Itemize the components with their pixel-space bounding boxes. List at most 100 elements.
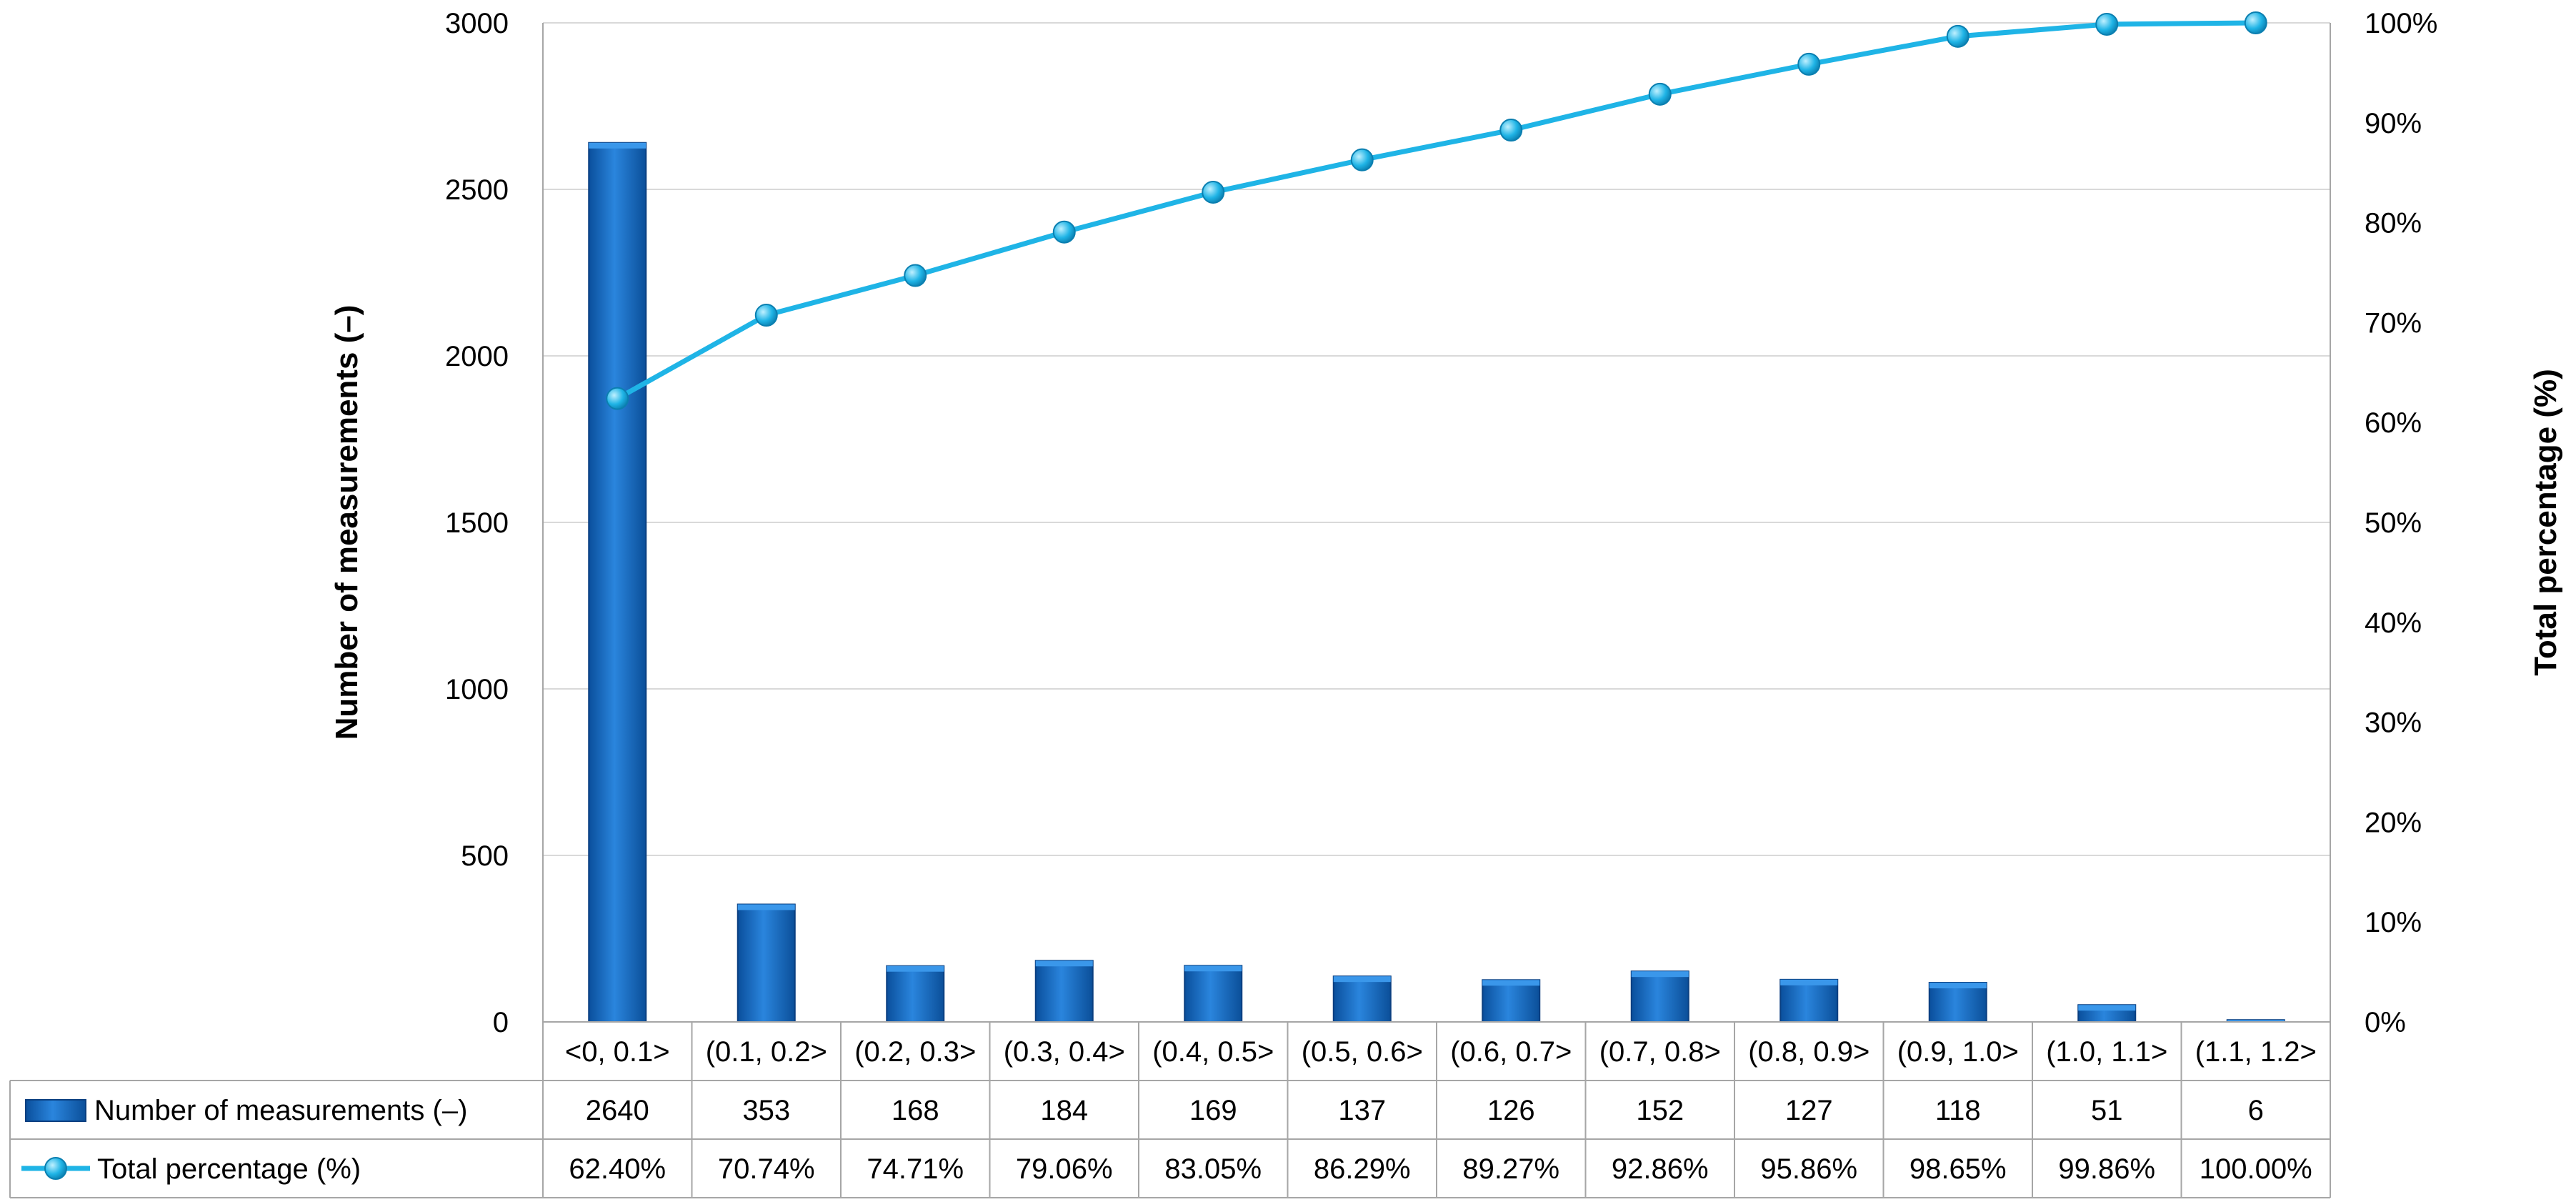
right-axis-tick-label: 90% xyxy=(2365,108,2422,139)
bar-top-cap xyxy=(1482,980,1540,986)
category-label: (0.9, 1.0> xyxy=(1897,1036,2019,1068)
right-axis-tick-label: 70% xyxy=(2365,307,2422,339)
percentage-value-cell: 100.00% xyxy=(2200,1153,2312,1185)
line-point xyxy=(2244,11,2267,34)
bar-top-cap xyxy=(1631,971,1689,978)
cumulative-line xyxy=(616,20,2256,401)
percentage-value-cell: 74.71% xyxy=(867,1153,964,1185)
percentage-value-cell: 89.27% xyxy=(1462,1153,1559,1185)
category-label: (0.4, 0.5> xyxy=(1152,1036,1274,1068)
percentage-value-cell: 95.86% xyxy=(1760,1153,1857,1185)
percentage-value-cell: 79.06% xyxy=(1016,1153,1113,1185)
right-axis-tick-label: 60% xyxy=(2365,407,2422,439)
legend-bar-series-name: Number of measurements (–) xyxy=(94,1095,467,1126)
bar-value-cell: 2640 xyxy=(586,1095,649,1126)
left-axis-tick-label: 3000 xyxy=(445,8,509,39)
bar xyxy=(1332,975,1392,1023)
right-axis-tick-label: 50% xyxy=(2365,507,2422,539)
bar-value-cell: 168 xyxy=(892,1095,939,1126)
bar-value-cell: 353 xyxy=(742,1095,790,1126)
percentage-value-cell: 70.74% xyxy=(718,1153,815,1185)
line-point xyxy=(1202,180,1225,204)
left-axis-tick-label: 0 xyxy=(493,1007,509,1038)
line-point xyxy=(1499,119,1523,142)
percentage-value-cell: 86.29% xyxy=(1314,1153,1411,1185)
left-axis-title: Number of measurements (–) xyxy=(329,305,364,740)
legend-line-marker xyxy=(44,1157,67,1180)
gridlines xyxy=(543,189,2330,856)
percentage-value-cell: 98.65% xyxy=(1909,1153,2007,1185)
legend-bar-swatch xyxy=(25,1099,86,1122)
right-axis-tick-label: 30% xyxy=(2365,707,2422,739)
line-point xyxy=(2095,12,2119,36)
line-series xyxy=(606,11,2267,410)
bar xyxy=(1482,979,1541,1023)
bar-top-cap xyxy=(589,142,647,149)
bar xyxy=(1630,970,1689,1023)
category-label: (0.6, 0.7> xyxy=(1450,1036,1572,1068)
bar-value-cell: 51 xyxy=(2091,1095,2123,1126)
bar-value-cell: 6 xyxy=(2248,1095,2264,1126)
right-axis-tick-label: 0% xyxy=(2365,1007,2406,1038)
bar-top-cap xyxy=(1035,960,1093,967)
line-point xyxy=(1797,52,1821,76)
line-point xyxy=(1052,220,1076,244)
bar-top-cap xyxy=(1929,983,1987,989)
data-table: <0, 0.1> (0.1, 0.2> (0.2, 0.3> (0.3, 0.4> (0… xyxy=(9,1021,2331,1198)
bar-top-cap xyxy=(2078,1005,2136,1011)
bar-value-cell: 152 xyxy=(1636,1095,1684,1126)
bar-top-cap xyxy=(1333,976,1391,983)
line-point xyxy=(1350,148,1374,172)
left-axis-tick-label: 500 xyxy=(461,840,509,872)
line-point xyxy=(1648,82,1672,106)
category-label: (0.8, 0.9> xyxy=(1748,1036,1869,1068)
right-axis-tick-label: 20% xyxy=(2365,807,2422,838)
left-axis-ticks: 0 500 1000 1500 2000 2500 3000 xyxy=(445,8,509,1038)
bar xyxy=(886,965,945,1023)
bar-top-cap xyxy=(2227,1020,2285,1022)
category-label: (0.2, 0.3> xyxy=(854,1036,976,1068)
left-axis-tick-label: 2000 xyxy=(445,341,509,372)
right-axis-tick-label: 10% xyxy=(2365,907,2422,938)
bar xyxy=(588,141,647,1023)
percentage-value-cell: 83.05% xyxy=(1164,1153,1262,1185)
left-axis-tick-label: 2500 xyxy=(445,174,509,206)
bar-top-cap xyxy=(1780,979,1838,985)
line-point xyxy=(606,387,629,410)
line-point xyxy=(1946,24,1970,48)
category-label: <0, 0.1> xyxy=(565,1036,670,1068)
percentage-value-cell: 62.40% xyxy=(569,1153,666,1185)
bar-value-cell: 127 xyxy=(1785,1095,1833,1126)
category-label: (0.7, 0.8> xyxy=(1599,1036,1721,1068)
bar-value-cell: 169 xyxy=(1189,1095,1237,1126)
bar-value-cell: 184 xyxy=(1040,1095,1088,1126)
legend-line-series-name: Total percentage (%) xyxy=(97,1153,361,1185)
bar-value-cell: 126 xyxy=(1487,1095,1535,1126)
category-label: (0.3, 0.4> xyxy=(1004,1036,1125,1068)
percentage-value-cell: 99.86% xyxy=(2058,1153,2155,1185)
bar xyxy=(1034,960,1094,1023)
bar-series xyxy=(588,141,2285,1023)
bar xyxy=(737,903,796,1023)
right-axis-title: Total percentage (%) xyxy=(2528,369,2563,675)
category-label: (0.5, 0.6> xyxy=(1302,1036,1423,1068)
category-label: (1.0, 1.1> xyxy=(2046,1036,2167,1068)
bar xyxy=(1928,982,1987,1023)
percentage-value-cell: 92.86% xyxy=(1612,1153,1709,1185)
left-axis-tick-label: 1500 xyxy=(445,507,509,539)
bar-value-cell: 118 xyxy=(1935,1095,1981,1126)
line-point xyxy=(754,304,778,327)
bar xyxy=(1184,965,1243,1023)
category-label: (1.1, 1.2> xyxy=(2195,1036,2317,1068)
right-axis-tick-label: 40% xyxy=(2365,607,2422,639)
left-axis-tick-label: 1000 xyxy=(445,674,509,705)
bar xyxy=(1779,978,1839,1023)
right-axis-ticks: 0% 10% 20% 30% 40% 50% 60% 70% 80% 90% 100% xyxy=(2365,8,2437,1038)
category-label: (0.1, 0.2> xyxy=(706,1036,827,1068)
right-axis-tick-label: 100% xyxy=(2365,8,2437,39)
line-point xyxy=(904,264,927,287)
bar-top-cap xyxy=(887,965,944,972)
bar-value-cell: 137 xyxy=(1338,1095,1386,1126)
right-axis-tick-label: 80% xyxy=(2365,208,2422,239)
